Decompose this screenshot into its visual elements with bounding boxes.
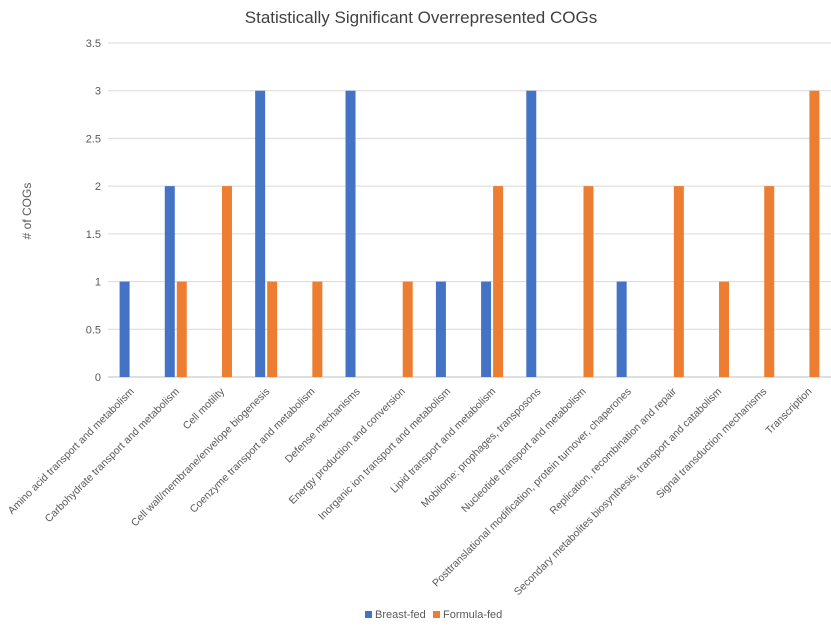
bar-formula-fed-1 [176, 281, 187, 377]
bar-breast-fed-5 [345, 90, 356, 377]
bar-breast-fed-9 [526, 90, 537, 377]
bar-formula-fed-13 [719, 281, 730, 377]
x-category-label: Secondary metabolites biosynthesis, tran… [512, 385, 725, 598]
y-tick-label: 3 [95, 86, 101, 98]
bar-formula-fed-2 [221, 186, 232, 377]
x-axis-category-labels: Amino acid transport and metabolismCarbo… [6, 385, 815, 598]
legend-label: Formula-fed [443, 609, 502, 621]
bar-breast-fed-1 [164, 186, 175, 377]
bar-formula-fed-8 [493, 186, 504, 377]
bar-formula-fed-4 [312, 281, 323, 377]
y-tick-label: 0.5 [86, 324, 101, 336]
y-tick-label: 2 [95, 181, 101, 193]
y-axis-ticks: 0 0.5 1 1.5 2 2.5 3 3.5 [86, 38, 101, 384]
bars [119, 90, 820, 377]
chart-title: Statistically Significant Overrepresente… [245, 8, 597, 27]
legend-swatch [433, 611, 440, 618]
bar-breast-fed-11 [616, 281, 627, 377]
legend-label: Breast-fed [375, 609, 426, 621]
y-tick-label: 0 [95, 372, 101, 384]
y-tick-label: 3.5 [86, 38, 101, 50]
bar-formula-fed-14 [764, 186, 775, 377]
bar-formula-fed-3 [267, 281, 278, 377]
y-axis-label: # of COGs [20, 183, 34, 240]
bar-breast-fed-3 [255, 90, 266, 377]
bar-breast-fed-8 [481, 281, 492, 377]
x-category-label: Cell motility [181, 385, 228, 432]
y-tick-label: 2.5 [86, 133, 101, 145]
legend: Breast-fed Formula-fed [365, 609, 502, 621]
y-tick-label: 1.5 [86, 229, 101, 241]
bar-formula-fed-15 [809, 90, 820, 377]
x-category-label: Transcription [763, 386, 814, 437]
bar-breast-fed-7 [435, 281, 446, 377]
y-tick-label: 1 [95, 277, 101, 289]
bar-formula-fed-10 [583, 186, 594, 377]
bar-formula-fed-12 [673, 186, 684, 377]
bar-breast-fed-0 [119, 281, 130, 377]
legend-swatch [365, 611, 372, 618]
x-category-label: Defense mechanisms [283, 386, 363, 466]
bar-formula-fed-6 [402, 281, 413, 377]
